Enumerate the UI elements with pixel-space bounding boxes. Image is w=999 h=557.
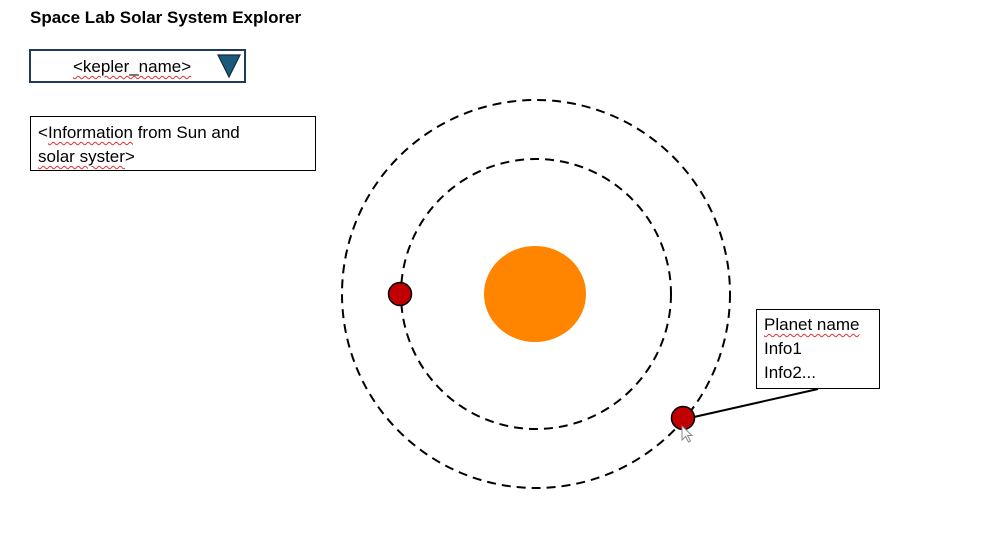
planet-info-2: Info2... (764, 363, 816, 382)
planet-tooltip: Planet name Info1 Info2... (756, 309, 880, 389)
sun[interactable] (484, 246, 586, 342)
tooltip-connector (693, 388, 819, 418)
mouse-cursor-icon (681, 424, 694, 443)
system-info-box: <Information from Sun and solar syster> (30, 116, 316, 171)
kepler-select[interactable]: <kepler_name> (29, 49, 246, 83)
kepler-select-value: <kepler_name> (73, 57, 192, 76)
planet-name: Planet name (764, 315, 860, 334)
inner-planet[interactable] (387, 281, 413, 307)
outer-planet[interactable] (670, 405, 696, 431)
triangle-down-icon[interactable] (217, 53, 241, 79)
system-info-line-1: <Information from Sun and (38, 123, 240, 142)
page-title: Space Lab Solar System Explorer (30, 8, 302, 27)
planet-info-1: Info1 (764, 339, 802, 358)
system-info-line-2: solar syster> (38, 147, 135, 166)
outer-orbit (341, 99, 731, 489)
